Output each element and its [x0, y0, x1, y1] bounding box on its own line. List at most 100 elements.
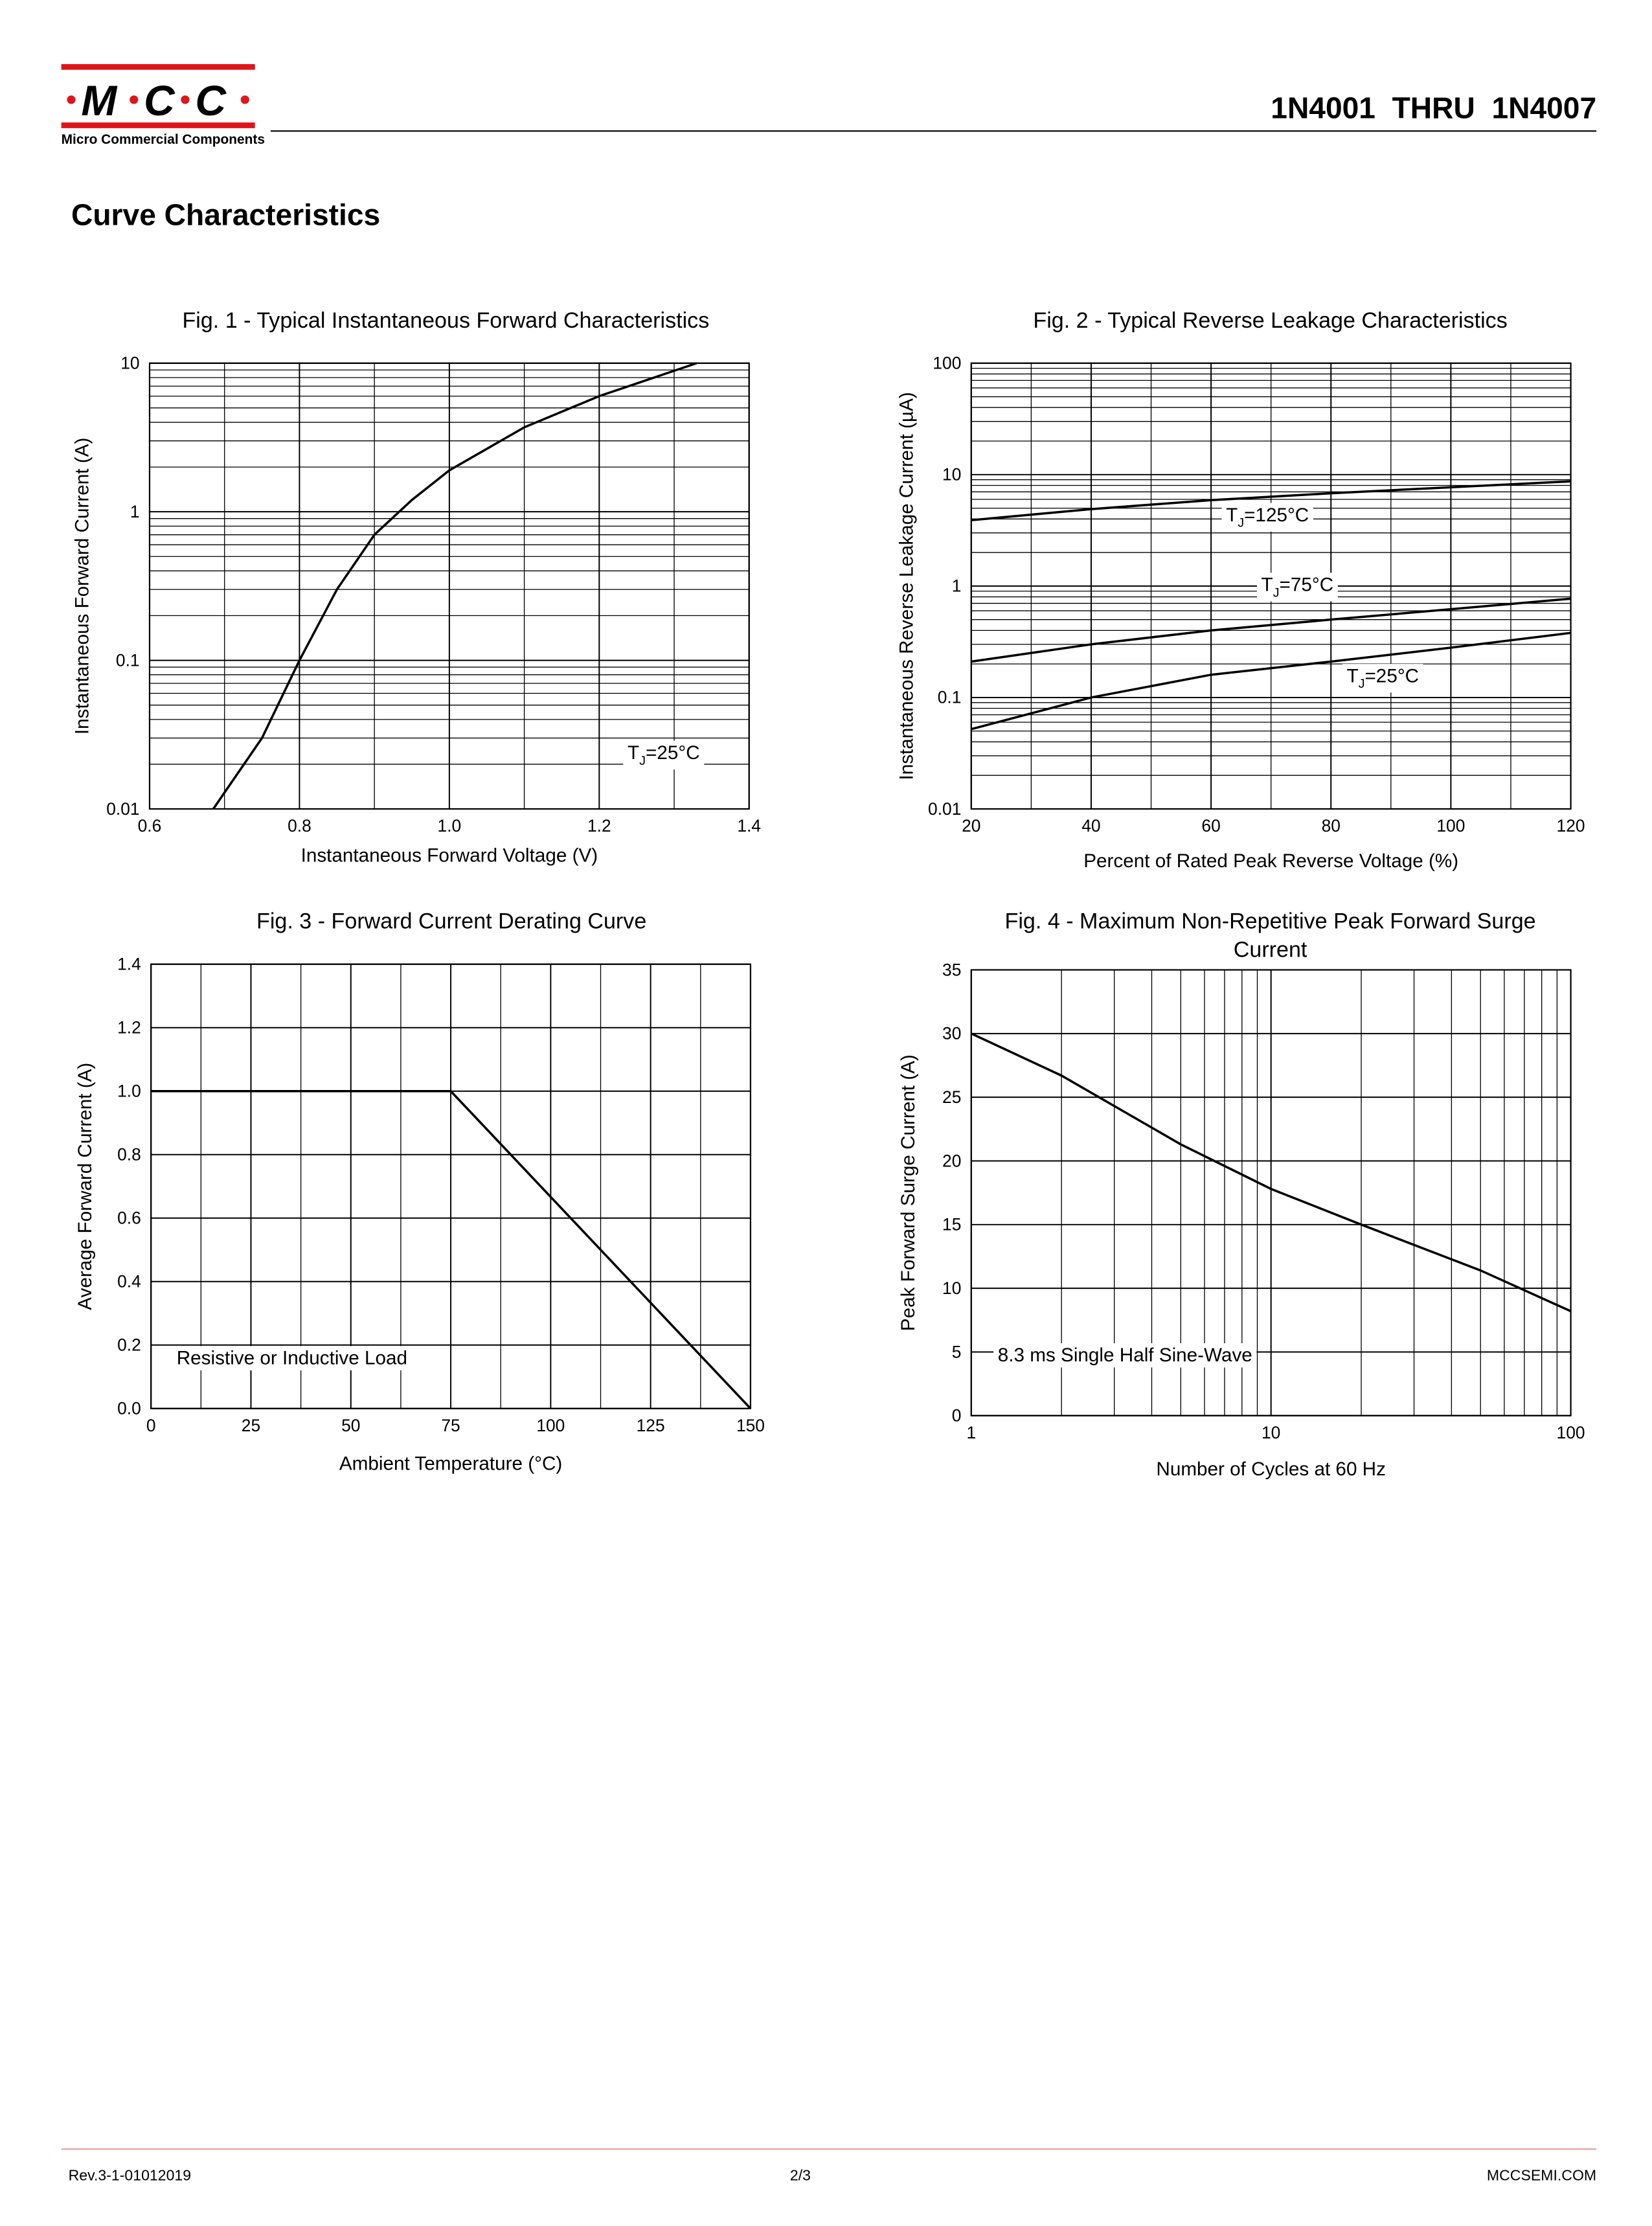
x-axis-label: Percent of Rated Peak Reverse Voltage (%…: [1083, 850, 1458, 872]
y-tick-label: 30: [942, 1024, 961, 1043]
y-tick-label: 0.1: [116, 650, 140, 670]
x-tick-label: 20: [962, 816, 980, 835]
x-tick-label: 80: [1322, 816, 1341, 835]
y-tick-label: 0.0: [117, 1399, 141, 1418]
x-axis-label: Number of Cycles at 60 Hz: [1156, 1459, 1386, 1480]
x-tick-label: 150: [736, 1416, 765, 1435]
y-tick-label: 0.8: [117, 1145, 141, 1164]
x-tick-label: 0: [146, 1416, 156, 1435]
y-tick-label: 1: [130, 502, 140, 521]
chart: Fig. 4 - Maximum Non-Repetitive Peak For…: [898, 909, 1585, 1480]
chart: Fig. 1 - Typical Instantaneous Forward C…: [71, 308, 761, 867]
label-background: [1342, 664, 1423, 693]
y-tick-label: 10: [942, 465, 961, 484]
label-background: [1256, 573, 1338, 602]
plot-frame: [970, 362, 1572, 810]
logo-dot: [181, 95, 190, 104]
y-axis-label: Peak Forward Surge Current (A): [898, 1054, 919, 1331]
x-tick-label: 75: [441, 1416, 460, 1435]
x-tick-label: 10: [1262, 1423, 1280, 1442]
y-tick-label: 0.01: [106, 799, 139, 819]
x-tick-label: 40: [1081, 816, 1100, 835]
logo-subtitle: Micro Commercial Components: [62, 132, 265, 147]
subscript: J: [639, 754, 646, 768]
label-background: [1221, 503, 1313, 532]
logo-bar: [61, 63, 255, 70]
y-tick-label: 20: [942, 1151, 961, 1170]
x-tick-label: 100: [536, 1416, 565, 1435]
x-tick-label: 1.2: [587, 816, 611, 835]
chart-title: Fig. 2 - Typical Reverse Leakage Charact…: [1033, 308, 1507, 333]
annotation: TJ=25°C: [628, 742, 700, 768]
y-axis-label: Average Forward Current (A): [74, 1063, 96, 1310]
y-axis-label: Instantaneous Forward Current (A): [71, 438, 93, 734]
series-line: [971, 597, 1571, 663]
y-tick-label: 10: [942, 1278, 961, 1298]
label-background: [993, 1343, 1257, 1368]
x-axis-label: Ambient Temperature (°C): [339, 1453, 562, 1474]
y-tick-label: 15: [942, 1215, 961, 1234]
footer-revision: Rev.3-1-01012019: [69, 2167, 191, 2184]
annotation-part: =75°C: [1280, 574, 1334, 596]
x-tick-label: 50: [341, 1416, 360, 1435]
y-tick-label: 1.0: [117, 1082, 141, 1101]
chart-title: Fig. 3 - Forward Current Derating Curve: [256, 909, 646, 934]
footer-page: 2/3: [790, 2167, 811, 2184]
subscript: J: [1238, 516, 1244, 530]
annotation-part: T: [1226, 505, 1238, 526]
series-line: [971, 480, 1571, 521]
y-tick-label: 0.2: [117, 1335, 141, 1355]
plot-frame: [970, 969, 1572, 1416]
subscript: J: [1359, 677, 1365, 691]
part-number: 1N4001 THRU 1N4007: [1271, 91, 1596, 125]
x-axis-label: Instantaneous Forward Voltage (V): [301, 845, 598, 866]
series-line: [212, 362, 697, 810]
x-tick-label: 25: [242, 1416, 260, 1435]
annotation-part: 8.3 ms Single Half Sine-Wave: [998, 1345, 1252, 1366]
x-tick-label: 120: [1557, 816, 1585, 835]
chart-title: Fig. 1 - Typical Instantaneous Forward C…: [182, 308, 709, 333]
annotation-part: =25°C: [646, 742, 700, 764]
y-tick-label: 1: [952, 576, 962, 596]
x-tick-label: 0.6: [138, 816, 162, 835]
label-background: [172, 1346, 412, 1370]
annotation: Resistive or Inductive Load: [177, 1348, 407, 1369]
y-tick-label: 5: [952, 1342, 962, 1361]
y-tick-label: 0.6: [117, 1209, 141, 1228]
series-line: [971, 1032, 1572, 1313]
annotation-part: =25°C: [1364, 665, 1419, 687]
plot-frame: [150, 963, 752, 1409]
y-tick-label: 100: [933, 354, 961, 373]
series-line: [971, 631, 1571, 731]
y-tick-label: 1.4: [117, 955, 141, 974]
y-tick-label: 0.01: [928, 799, 961, 819]
y-tick-label: 0.1: [938, 688, 962, 707]
y-axis-label: Instantaneous Reverse Leakage Current (µ…: [896, 392, 918, 780]
label-background: [623, 740, 705, 770]
x-tick-label: 1: [966, 1423, 976, 1442]
annotation: TJ=75°C: [1262, 574, 1334, 600]
x-tick-label: 125: [637, 1416, 665, 1435]
logo-dot: [240, 95, 249, 104]
annotation-part: =125°C: [1244, 505, 1309, 526]
x-tick-label: 60: [1201, 816, 1220, 835]
logo-bar: [61, 122, 255, 128]
footer-site: MCCSEMI.COM: [1487, 2167, 1596, 2184]
x-tick-label: 100: [1557, 1423, 1585, 1442]
y-tick-label: 25: [942, 1087, 961, 1107]
y-tick-label: 1.2: [117, 1018, 141, 1038]
y-tick-label: 0: [952, 1406, 962, 1425]
series-line: [151, 1089, 752, 1409]
logo-dot: [130, 95, 139, 104]
y-tick-label: 0.4: [117, 1272, 141, 1291]
x-tick-label: 0.8: [288, 816, 311, 835]
logo: M C C: [67, 76, 249, 124]
logo-dot: [67, 95, 76, 104]
annotation-part: Resistive or Inductive Load: [177, 1348, 407, 1369]
annotation-part: T: [628, 742, 639, 764]
annotation: TJ=125°C: [1226, 505, 1309, 530]
plot-frame: [148, 362, 750, 810]
logo-letter: M: [81, 76, 118, 124]
